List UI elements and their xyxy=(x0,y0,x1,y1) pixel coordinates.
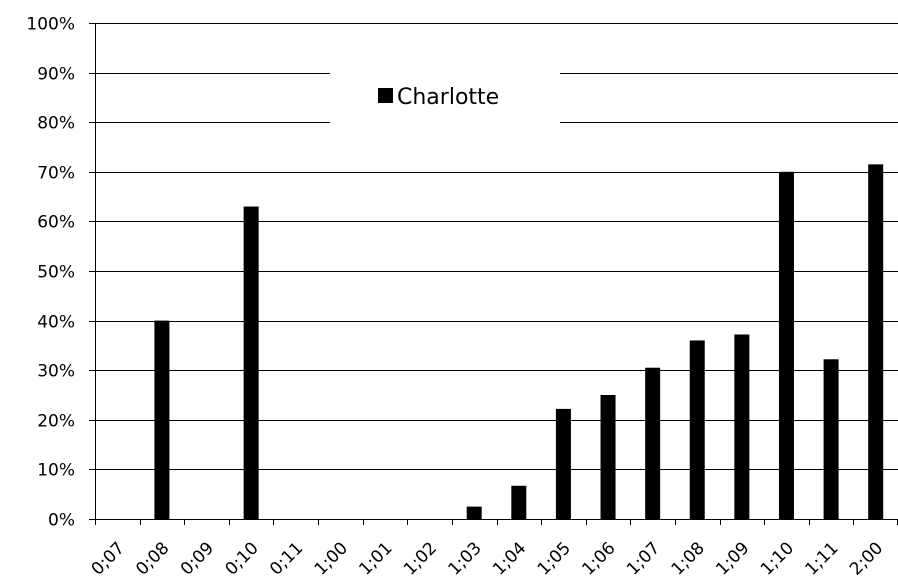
legend-swatch xyxy=(378,88,393,103)
axes xyxy=(89,23,898,525)
y-tick-label: 30% xyxy=(37,362,75,382)
bar xyxy=(466,506,482,519)
bar xyxy=(511,485,527,519)
bar xyxy=(600,395,616,519)
x-tick-label: 1;01 xyxy=(355,538,396,579)
x-tick-label: 1;08 xyxy=(668,538,709,579)
bar xyxy=(868,164,884,520)
x-tick-label: 1;03 xyxy=(445,538,486,579)
y-tick-label: 100% xyxy=(26,15,75,35)
x-tick-label: 0;11 xyxy=(266,538,307,579)
x-tick-label: 0;10 xyxy=(222,538,263,579)
x-tick-label: 0;09 xyxy=(177,538,218,579)
x-tick-label: 1;09 xyxy=(712,538,753,579)
x-tick-label: 1;04 xyxy=(489,538,530,579)
bar xyxy=(689,340,705,519)
bars xyxy=(154,164,884,520)
y-tick-labels: 0% 10% 20% 30% 40% 50% 60% 70% 80% 90% 100% xyxy=(26,15,75,531)
y-tick-label: 50% xyxy=(37,263,75,283)
bar xyxy=(734,334,750,519)
bar xyxy=(243,206,259,519)
legend: Charlotte xyxy=(330,68,560,128)
y-tick-label: 80% xyxy=(37,114,75,134)
y-tick-label: 10% xyxy=(37,461,75,481)
x-tick-labels: 0;07 0;08 0;09 0;10 0;11 1;00 1;01 1;02 1;03 1;04… xyxy=(88,538,888,579)
x-tick-label: 1;00 xyxy=(311,538,352,579)
y-tick-label: 70% xyxy=(37,164,75,184)
x-tick-label: 1;05 xyxy=(534,538,575,579)
x-tick-label: 1;06 xyxy=(578,538,619,579)
x-tick-label: 2;00 xyxy=(846,538,887,579)
y-tick-label: 60% xyxy=(37,213,75,233)
y-tick-label: 40% xyxy=(37,313,75,333)
x-tick-label: 1;02 xyxy=(400,538,441,579)
bar xyxy=(555,408,571,519)
x-tick-label: 0;08 xyxy=(132,538,173,579)
bar xyxy=(778,171,794,520)
legend-background xyxy=(330,68,560,128)
x-tick-label: 0;07 xyxy=(88,538,129,579)
bar xyxy=(645,367,661,519)
y-tick-label: 90% xyxy=(37,65,75,85)
x-tick-label: 1;10 xyxy=(757,538,798,579)
y-tick-label: 20% xyxy=(37,412,75,432)
legend-label: Charlotte xyxy=(397,85,499,110)
x-tick-label: 1;11 xyxy=(801,538,842,579)
y-tick-label: 0% xyxy=(48,511,75,531)
x-tick-label: 1;07 xyxy=(623,538,664,579)
bar xyxy=(154,320,170,519)
bar xyxy=(823,359,839,519)
